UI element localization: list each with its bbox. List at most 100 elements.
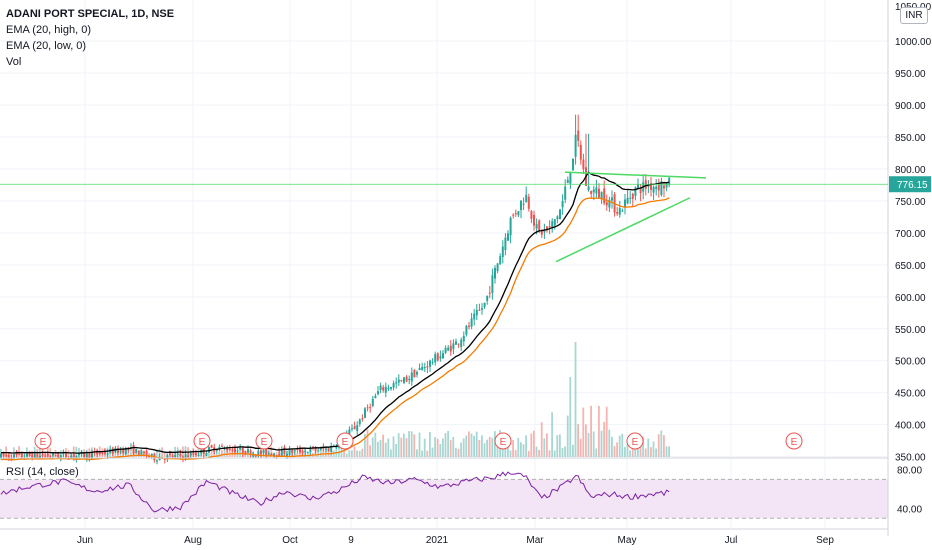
volume-bar xyxy=(436,438,439,457)
earnings-marker xyxy=(626,432,644,450)
volume-bar xyxy=(410,431,413,457)
candle-body xyxy=(319,447,322,450)
volume-bar xyxy=(405,438,408,457)
volume-bar xyxy=(616,442,618,457)
candle-body xyxy=(158,457,161,461)
candle-body xyxy=(364,408,366,418)
candle-body xyxy=(598,188,600,198)
candle-body xyxy=(475,310,478,316)
volume-bar xyxy=(413,434,416,457)
volume-bar xyxy=(348,450,351,457)
volume-bar xyxy=(449,440,452,457)
y-tick-label: 1000.00 xyxy=(895,37,932,48)
candle-body xyxy=(91,453,93,460)
candle-body xyxy=(491,275,494,294)
candle-body xyxy=(494,267,496,279)
candle-body xyxy=(369,407,372,409)
volume-bar xyxy=(335,446,338,457)
symbol-title[interactable]: ADANI PORT SPECIAL, 1D, NSE xyxy=(6,8,175,20)
candle-body xyxy=(577,130,580,141)
volume-bar xyxy=(18,446,20,457)
candle-body xyxy=(405,376,408,382)
volume-bar xyxy=(514,450,517,457)
volume-bar xyxy=(548,450,551,457)
candle-body xyxy=(496,263,499,272)
volume-bar xyxy=(644,448,647,457)
rsi-legend[interactable]: RSI (14, close) xyxy=(6,466,79,478)
y-tick-label: 850.00 xyxy=(895,133,926,144)
candle-body xyxy=(286,454,288,456)
candle-body xyxy=(624,199,626,208)
candle-body xyxy=(603,188,606,204)
candle-body xyxy=(299,448,301,453)
volume-bar xyxy=(488,436,491,457)
last-price-box xyxy=(889,176,931,193)
currency-badge[interactable]: INR xyxy=(900,7,928,24)
candle-body xyxy=(637,184,639,188)
volume-bar xyxy=(163,452,166,457)
volume-bar xyxy=(418,432,421,457)
candle-body xyxy=(639,188,642,194)
ema-high-legend[interactable]: EMA (20, high, 0) xyxy=(6,24,91,36)
volume-bar xyxy=(624,447,626,457)
candle-body xyxy=(317,450,320,452)
volume-bar xyxy=(520,442,522,457)
volume-bar xyxy=(330,453,332,457)
earnings-label: E xyxy=(632,437,639,448)
candle-body xyxy=(327,448,330,452)
candle-body xyxy=(247,449,249,453)
candle-body xyxy=(192,452,195,455)
candle-body xyxy=(460,339,463,348)
candle-body xyxy=(187,455,190,458)
volume-bar xyxy=(345,453,348,457)
candle-body xyxy=(457,343,460,345)
candle-body xyxy=(652,186,655,193)
volume-bar xyxy=(668,446,670,457)
candle-body xyxy=(499,256,502,265)
volume-bar xyxy=(444,433,447,457)
candle-body xyxy=(280,449,283,456)
candle-body xyxy=(228,448,231,451)
candle-body xyxy=(392,383,395,388)
volume-bar xyxy=(423,438,426,457)
candle-body xyxy=(314,448,317,451)
y-tick-label: 400.00 xyxy=(895,421,926,432)
earnings-label: E xyxy=(342,437,349,448)
volume-bar xyxy=(504,448,507,457)
candle-body xyxy=(143,451,145,454)
candle-body xyxy=(517,211,520,216)
volume-bar xyxy=(275,452,278,457)
candle-body xyxy=(371,398,374,407)
volume-bar xyxy=(158,448,161,457)
candle-body xyxy=(169,453,171,455)
volume-bar xyxy=(543,438,546,457)
volume-bar xyxy=(483,443,486,457)
volume-bar xyxy=(564,446,566,457)
candle-body xyxy=(595,187,598,194)
candle-body xyxy=(452,343,455,350)
volume-bar xyxy=(319,449,322,457)
volume-bar xyxy=(494,431,496,457)
candle-body xyxy=(356,425,359,432)
volume-bar xyxy=(569,377,572,457)
candle-body xyxy=(39,455,41,459)
volume-bar xyxy=(608,429,611,457)
y-tick-label: 500.00 xyxy=(895,357,926,368)
earnings-marker xyxy=(336,432,354,450)
candle-body xyxy=(52,453,54,456)
candle-body xyxy=(361,418,364,420)
earnings-label: E xyxy=(500,437,507,448)
volume-bar xyxy=(642,436,644,457)
candle-body xyxy=(145,451,148,456)
y-tick-label: 700.00 xyxy=(895,229,926,240)
candle-body xyxy=(117,448,119,453)
volume-bar xyxy=(416,449,418,457)
candle-body xyxy=(301,450,304,454)
volume-bar xyxy=(379,440,382,457)
candle-body xyxy=(184,454,187,458)
volume-legend[interactable]: Vol xyxy=(6,56,22,68)
ema-low-legend[interactable]: EMA (20, low, 0) xyxy=(6,40,87,52)
volume-bar xyxy=(10,452,13,457)
candle-body xyxy=(36,453,39,458)
